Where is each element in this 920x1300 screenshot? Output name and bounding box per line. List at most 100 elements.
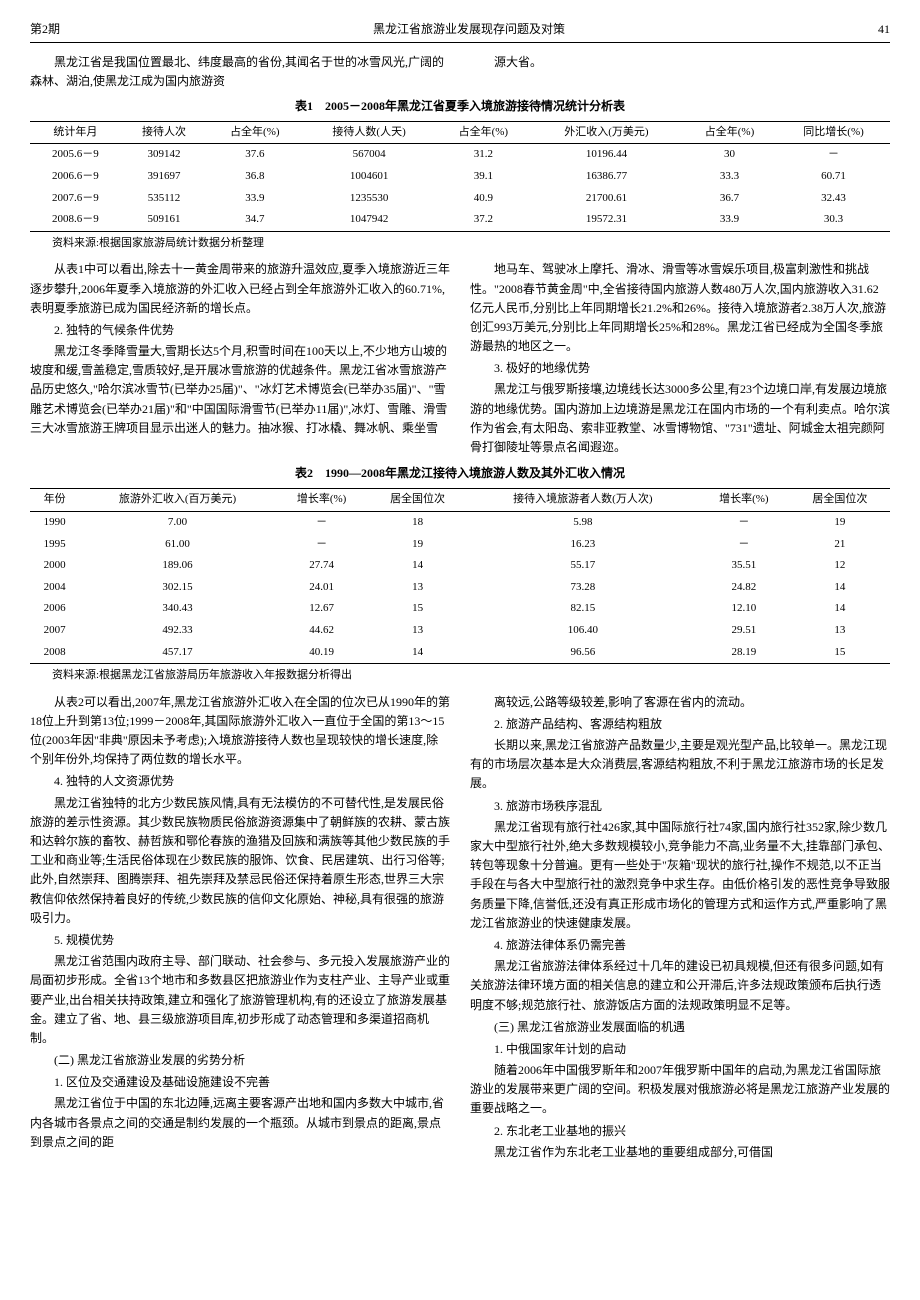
table-cell: 1990 [30, 511, 79, 533]
header-title: 黑龙江省旅游业发展现存问题及对策 [373, 20, 565, 39]
table-header-cell: 增长率(%) [276, 489, 368, 512]
table-cell: － [698, 511, 790, 533]
table-cell: 39.1 [436, 166, 531, 188]
paragraph: 从表2可以看出,2007年,黑龙江省旅游外汇收入在全国的位次已从1990年的第1… [30, 693, 450, 770]
section-heading: 3. 旅游市场秩序混乱 [470, 797, 890, 816]
table-cell: 5.98 [468, 511, 698, 533]
section-heading: 2. 东北老工业基地的振兴 [470, 1122, 890, 1141]
paragraph: 随着2006年中国俄罗斯年和2007年俄罗斯中国年的启动,为黑龙江省国际旅游业的… [470, 1061, 890, 1119]
table-cell: 7.00 [79, 511, 275, 533]
table2-source: 资料来源:根据黑龙江省旅游局历年旅游收入年报数据分析得出 [30, 667, 890, 685]
table-cell: 34.7 [207, 209, 302, 231]
table-cell: 30 [682, 144, 777, 166]
table-header-cell: 年份 [30, 489, 79, 512]
table-row: 2006340.4312.671582.1512.1014 [30, 598, 890, 620]
paragraph: 离较远,公路等级较差,影响了客源在省内的流动。 [470, 693, 890, 712]
table-cell: － [777, 144, 890, 166]
table-cell: 36.7 [682, 188, 777, 210]
table-cell: 12.67 [276, 598, 368, 620]
body-left-col: 从表2可以看出,2007年,黑龙江省旅游外汇收入在全国的位次已从1990年的第1… [30, 693, 450, 1164]
table1-source: 资料来源:根据国家旅游局统计数据分析整理 [30, 235, 890, 253]
paragraph: 黑龙江省独特的北方少数民族风情,具有无法模仿的不可替代性,是发展民俗旅游的差示性… [30, 794, 450, 928]
table-row: 2008457.1740.191496.5628.1915 [30, 642, 890, 664]
section-heading: (三) 黑龙江省旅游业发展面临的机遇 [470, 1018, 890, 1037]
table-cell: 16.23 [468, 534, 698, 556]
paragraph: 黑龙江冬季降雪量大,雪期长达5个月,积雪时间在100天以上,不少地方山坡的坡度和… [30, 342, 450, 438]
table-cell: 33.9 [682, 209, 777, 231]
table-cell: 2000 [30, 555, 79, 577]
table-cell: 2008.6－9 [30, 209, 121, 231]
mid-right-col: 地马车、驾驶冰上摩托、滑冰、滑雪等冰雪娱乐项目,极富刺激性和挑战性。"2008春… [470, 260, 890, 459]
table-cell: 24.01 [276, 577, 368, 599]
paragraph: 黑龙江省现有旅行社426家,其中国际旅行社74家,国内旅行社352家,除少数几家… [470, 818, 890, 933]
mid-left-col: 从表1中可以看出,除去十一黄金周带来的旅游升温效应,夏季入境旅游近三年逐步攀升,… [30, 260, 450, 459]
table-header-cell: 居全国位次 [790, 489, 890, 512]
table-cell: 509161 [121, 209, 207, 231]
paragraph: 黑龙江省旅游法律体系经过十几年的建设已初具规模,但还有很多问题,如有关旅游法律环… [470, 957, 890, 1015]
table1: 统计年月接待人次占全年(%)接待人数(人天)占全年(%)外汇收入(万美元)占全年… [30, 121, 890, 232]
table-cell: 391697 [121, 166, 207, 188]
table-cell: 2006.6－9 [30, 166, 121, 188]
table-cell: 2006 [30, 598, 79, 620]
intro-left: 黑龙江省是我国位置最北、纬度最高的省份,其闻名于世的冰雪风光,广阔的森林、湖泊,… [30, 53, 450, 91]
section-heading: (二) 黑龙江省旅游业发展的劣势分析 [30, 1051, 450, 1070]
table-cell: 18 [367, 511, 467, 533]
table-cell: 2007 [30, 620, 79, 642]
table-cell: 21700.61 [531, 188, 682, 210]
section-heading: 4. 独特的人文资源优势 [30, 772, 450, 791]
paragraph: 2. 独特的气候条件优势 [30, 321, 450, 340]
paragraph: 黑龙江省范围内政府主导、部门联动、社会参与、多元投入发展旅游产业的局面初步形成。… [30, 952, 450, 1048]
table-cell: 14 [367, 642, 467, 664]
paragraph: 黑龙江省作为东北老工业基地的重要组成部分,可借国 [470, 1143, 890, 1162]
table-cell: － [276, 511, 368, 533]
table-cell: 14 [367, 555, 467, 577]
table-cell: 106.40 [468, 620, 698, 642]
table-cell: 19572.31 [531, 209, 682, 231]
table-cell: 19 [367, 534, 467, 556]
table-cell: 82.15 [468, 598, 698, 620]
table-cell: 33.3 [682, 166, 777, 188]
table-header-cell: 增长率(%) [698, 489, 790, 512]
table-cell: 189.06 [79, 555, 275, 577]
table-cell: 1995 [30, 534, 79, 556]
table-cell: 33.9 [207, 188, 302, 210]
paragraph: 黑龙江省位于中国的东北边陲,远离主要客源产出地和国内多数大中城市,省内各城市各景… [30, 1094, 450, 1152]
table2: 年份旅游外汇收入(百万美元)增长率(%)居全国位次接待入境旅游者人数(万人次)增… [30, 488, 890, 664]
section-heading: 5. 规模优势 [30, 931, 450, 950]
issue-label: 第2期 [30, 20, 60, 39]
table-cell: 492.33 [79, 620, 275, 642]
table-row: 2008.6－950916134.7104794237.219572.3133.… [30, 209, 890, 231]
table-row: 2005.6－930914237.656700431.210196.4430－ [30, 144, 890, 166]
table-header-cell: 占全年(%) [436, 121, 531, 144]
table-header-cell: 旅游外汇收入(百万美元) [79, 489, 275, 512]
table-cell: 2008 [30, 642, 79, 664]
table-cell: 19 [790, 511, 890, 533]
table-header-cell: 统计年月 [30, 121, 121, 144]
table-cell: 13 [790, 620, 890, 642]
table-row: 199561.00－1916.23－21 [30, 534, 890, 556]
table-cell: 30.3 [777, 209, 890, 231]
table-cell: 535112 [121, 188, 207, 210]
table-cell: 55.17 [468, 555, 698, 577]
table-header-cell: 接待人次 [121, 121, 207, 144]
table-cell: 35.51 [698, 555, 790, 577]
section-heading: 2. 旅游产品结构、客源结构粗放 [470, 715, 890, 734]
table-header-cell: 接待人数(人天) [302, 121, 435, 144]
table-cell: 21 [790, 534, 890, 556]
section-heading: 1. 区位及交通建设及基础设施建设不完善 [30, 1073, 450, 1092]
table-cell: 29.51 [698, 620, 790, 642]
table-cell: － [276, 534, 368, 556]
paragraph: 从表1中可以看出,除去十一黄金周带来的旅游升温效应,夏季入境旅游近三年逐步攀升,… [30, 260, 450, 318]
table-cell: 14 [790, 598, 890, 620]
table-row: 2007492.3344.6213106.4029.5113 [30, 620, 890, 642]
table-cell: 31.2 [436, 144, 531, 166]
table-cell: 1004601 [302, 166, 435, 188]
table-cell: 44.62 [276, 620, 368, 642]
table-cell: 2007.6－9 [30, 188, 121, 210]
table-row: 2006.6－939169736.8100460139.116386.7733.… [30, 166, 890, 188]
paragraph: 黑龙江与俄罗斯接壤,边境线长达3000多公里,有23个边境口岸,有发展边境旅游的… [470, 380, 890, 457]
table-cell: 2004 [30, 577, 79, 599]
table-row: 2007.6－953511233.9123553040.921700.6136.… [30, 188, 890, 210]
mid-text-section: 从表1中可以看出,除去十一黄金周带来的旅游升温效应,夏季入境旅游近三年逐步攀升,… [30, 260, 890, 459]
paragraph: 长期以来,黑龙江省旅游产品数量少,主要是观光型产品,比较单一。黑龙江现有的市场层… [470, 736, 890, 794]
